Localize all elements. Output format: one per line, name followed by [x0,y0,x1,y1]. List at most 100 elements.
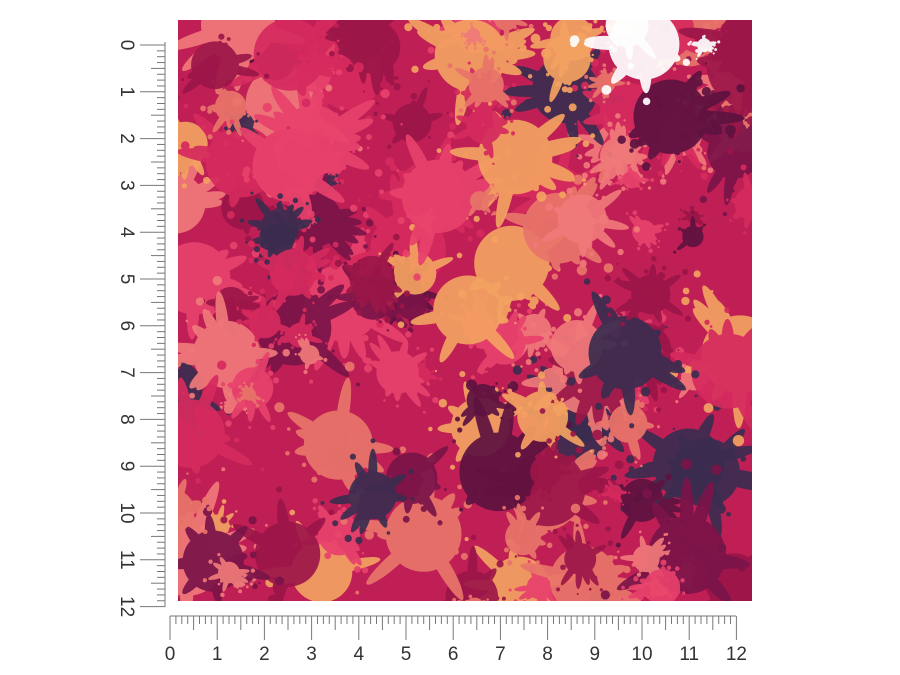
splat-drop [460,552,468,560]
splat-drop [616,311,621,316]
splat-arm [418,196,441,266]
splat-drop [352,150,356,154]
splat-arm [467,303,504,317]
splat-drop [428,426,433,432]
splat-drop [603,500,608,505]
splat-drop [271,205,275,209]
splat-drop [271,11,280,20]
splat-drop [183,103,189,109]
splat-drop [799,71,809,81]
splat-drop [724,307,730,314]
splat-drop [613,555,618,560]
splat [602,20,662,70]
splat-arm [213,562,229,574]
splat-arm [508,391,543,418]
splat-drop [361,207,366,212]
splat-drop [525,359,532,365]
splat-drop [601,84,612,95]
splat-core [467,597,483,601]
splat-drop [628,466,635,472]
splat-arm [422,533,464,601]
splat-arm [733,581,752,601]
splat-drop [794,132,796,134]
splat-arm [397,371,431,397]
splat-drop [657,619,661,623]
splat [236,288,301,348]
splat [447,46,517,114]
splat-arm [541,416,556,452]
splat-drop [607,121,613,127]
splat-arm [595,419,629,428]
splat-drop [546,542,553,549]
splat-arm [232,523,288,556]
splat-drop [203,176,211,184]
splat-arm [369,342,398,373]
splat-drop [307,210,315,218]
splat-drop [558,413,562,417]
splat-drop [467,236,473,242]
splat [617,62,745,171]
splat-drop [161,488,165,492]
splat-drop [758,315,765,322]
splat-drop [574,122,577,126]
splat-drop [483,150,489,156]
splat-drop [255,358,262,365]
splat-drop [579,539,583,542]
splat-drop [582,315,587,319]
splat-arm [670,90,731,119]
splat-drop [768,444,771,447]
splat-drop [340,34,344,38]
splat-drop [154,234,160,240]
splat-drop [327,274,334,281]
splat-drop [615,113,621,119]
splat-arm [481,126,489,150]
splat-drop [656,155,661,160]
splat-drop [336,286,341,291]
splat-arm [125,189,176,209]
splat-drop [274,402,285,413]
splat-drop [612,182,616,185]
splat-drop [621,585,625,590]
splat-arm [495,157,518,228]
splat-arm [626,25,656,59]
splat-drop [186,472,189,475]
splat-drop [493,196,498,200]
splat-drop [621,598,624,601]
splat-drop [312,320,316,324]
splat-drop [770,478,772,480]
splat-arm [686,554,732,601]
splat-arm [730,198,752,206]
splat-drop [794,372,798,376]
splat-drop [399,446,407,454]
splat-drop [348,26,352,31]
splat-drop [717,40,721,44]
splat-arm [621,267,652,295]
splat-drop [704,606,708,610]
splat-drop [245,235,252,242]
splat-drop [478,367,486,375]
splat-drop [737,610,740,613]
splat-drop [540,612,542,614]
splat-drop [564,412,568,416]
splat-drop [552,529,558,535]
splat-arm [404,478,415,514]
splat-arm [746,62,752,79]
splat-arm [230,105,247,116]
splat-drop [544,348,548,352]
splat-arm [422,375,429,384]
splat-drop [504,326,509,331]
splat-drop [392,447,401,456]
splat-arm [470,53,522,76]
splat-drop [450,606,453,609]
splat-drop [241,170,250,178]
splat-arm [178,148,242,165]
splat-drop [309,236,316,243]
splat-drop [220,516,228,524]
splat-drop [547,401,551,405]
splat-arm [165,389,178,437]
splat-drop [509,109,514,114]
splat-drop [268,370,274,376]
splat-drop [259,288,265,294]
splat-drop [769,207,773,211]
splat-drop [703,152,707,155]
